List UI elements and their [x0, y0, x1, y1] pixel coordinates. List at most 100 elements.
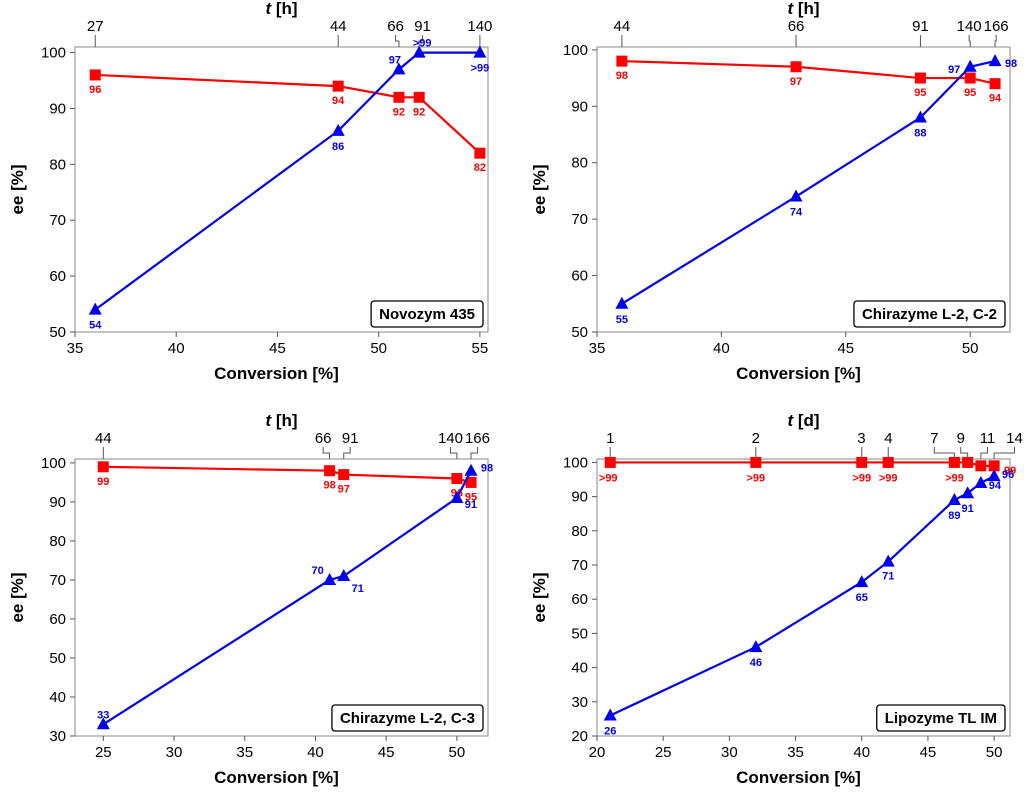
y-tick-label: 90: [49, 100, 66, 117]
y-tick-label: 30: [571, 694, 588, 711]
data-label: >99: [413, 38, 432, 50]
y-tick-label: 80: [571, 155, 588, 172]
data-label: 97: [338, 484, 350, 496]
y-tick-label: 60: [571, 591, 588, 608]
y-tick-label: 80: [49, 156, 66, 173]
data-point-square: [89, 69, 101, 81]
data-point-triangle: [473, 45, 487, 58]
data-point-triangle: [337, 569, 351, 582]
data-point-square: [964, 72, 976, 84]
top-axis-variable: t: [787, 0, 794, 18]
data-point-triangle: [412, 45, 426, 58]
data-point-triangle: [947, 493, 961, 506]
data-label: >99: [599, 472, 618, 484]
x-axis-label: Conversion [%]: [214, 364, 339, 383]
y-tick-label: 70: [571, 557, 588, 574]
data-point-square: [882, 456, 894, 468]
x-tick-label: 25: [95, 744, 112, 761]
data-point-triangle: [464, 463, 478, 476]
series-line-blue: [102, 470, 473, 726]
data-label: 94: [332, 95, 345, 107]
data-label: 65: [856, 592, 868, 604]
data-point-triangle: [881, 554, 895, 567]
data-point-triangle: [913, 110, 927, 123]
data-label: 98: [481, 463, 493, 475]
top-axis-label: t [h]: [787, 0, 819, 18]
data-point-square: [790, 61, 802, 73]
data-point-square: [856, 456, 868, 468]
data-label: 98: [323, 480, 335, 492]
top-axis-variable: t: [265, 0, 272, 18]
y-axis-label: ee [%]: [8, 164, 27, 214]
top-axis-unit: [h]: [793, 0, 819, 18]
data-label: 71: [352, 583, 364, 595]
x-tick-label: 50: [962, 340, 979, 357]
top-tick-label: 91: [342, 430, 359, 447]
data-label: 98: [616, 70, 628, 82]
x-tick-label: 35: [787, 744, 804, 761]
plot-frame: [74, 458, 489, 737]
x-tick-label: 55: [472, 340, 489, 357]
data-point-triangle: [450, 491, 464, 504]
x-tick-label: 35: [589, 340, 606, 357]
data-label: 26: [604, 725, 616, 737]
data-label: 99: [1004, 465, 1016, 477]
data-label: >99: [471, 63, 490, 75]
y-tick-label: 60: [49, 268, 66, 285]
top-tick: [968, 35, 971, 47]
data-label: 33: [97, 709, 109, 721]
x-tick-label: 40: [168, 340, 185, 357]
data-label: 99: [97, 476, 109, 488]
data-label: 54: [89, 320, 102, 332]
panel-label-box: [370, 300, 484, 328]
y-tick-label: 90: [49, 494, 66, 511]
top-tick: [343, 447, 351, 459]
x-tick-label: 40: [713, 340, 730, 357]
top-axis-unit: [h]: [271, 0, 297, 18]
top-tick-label: 1: [606, 430, 614, 447]
data-label: 89: [948, 510, 960, 522]
x-axis-label: Conversion [%]: [214, 768, 339, 787]
y-tick-label: 20: [571, 728, 588, 745]
panel-label-box: [853, 300, 1006, 328]
x-tick-label: 45: [837, 340, 854, 357]
data-point-triangle: [323, 572, 337, 585]
data-label: 95: [465, 491, 477, 503]
top-tick-label: 44: [614, 18, 631, 35]
y-tick-label: 100: [563, 42, 588, 59]
data-point-square: [393, 91, 405, 103]
data-point-square: [604, 456, 616, 468]
chart-panel-1: 35 40 45 50 55 50 60 70 80 90 100 Conversion [%] ee …: [8, 0, 492, 383]
data-point-triangle: [988, 54, 1002, 67]
data-point-square: [413, 91, 425, 103]
top-tick-label: 140: [957, 18, 982, 35]
panel-label-box: [876, 704, 1006, 732]
top-tick-label: 4: [884, 430, 892, 447]
top-axis-variable: t: [787, 411, 794, 430]
top-tick: [449, 447, 458, 459]
data-label: >99: [945, 472, 964, 484]
top-axis-label: t [h]: [265, 0, 297, 18]
y-tick-label: 90: [571, 489, 588, 506]
series-line-red: [610, 461, 995, 467]
data-point-triangle: [392, 62, 406, 75]
top-tick-label: 140: [438, 430, 463, 447]
y-tick-label: 50: [49, 650, 66, 667]
data-point-square: [616, 55, 628, 67]
data-point-square: [989, 78, 1001, 90]
x-tick-label: 50: [449, 744, 466, 761]
y-axis-label: ee [%]: [8, 572, 27, 622]
data-point-triangle: [987, 469, 1001, 482]
y-tick-label: 40: [571, 660, 588, 677]
top-axis-variable: t: [265, 411, 272, 430]
data-label: 91: [465, 499, 477, 511]
data-point-triangle: [96, 717, 110, 730]
panel-label-box: [331, 704, 484, 732]
data-label: 96: [89, 84, 101, 96]
data-label: 98: [1005, 58, 1017, 70]
x-axis-label: Conversion [%]: [736, 768, 861, 787]
plot-frame: [596, 46, 1011, 333]
top-tick-label: 44: [95, 430, 112, 447]
top-tick-label: 66: [387, 18, 404, 35]
